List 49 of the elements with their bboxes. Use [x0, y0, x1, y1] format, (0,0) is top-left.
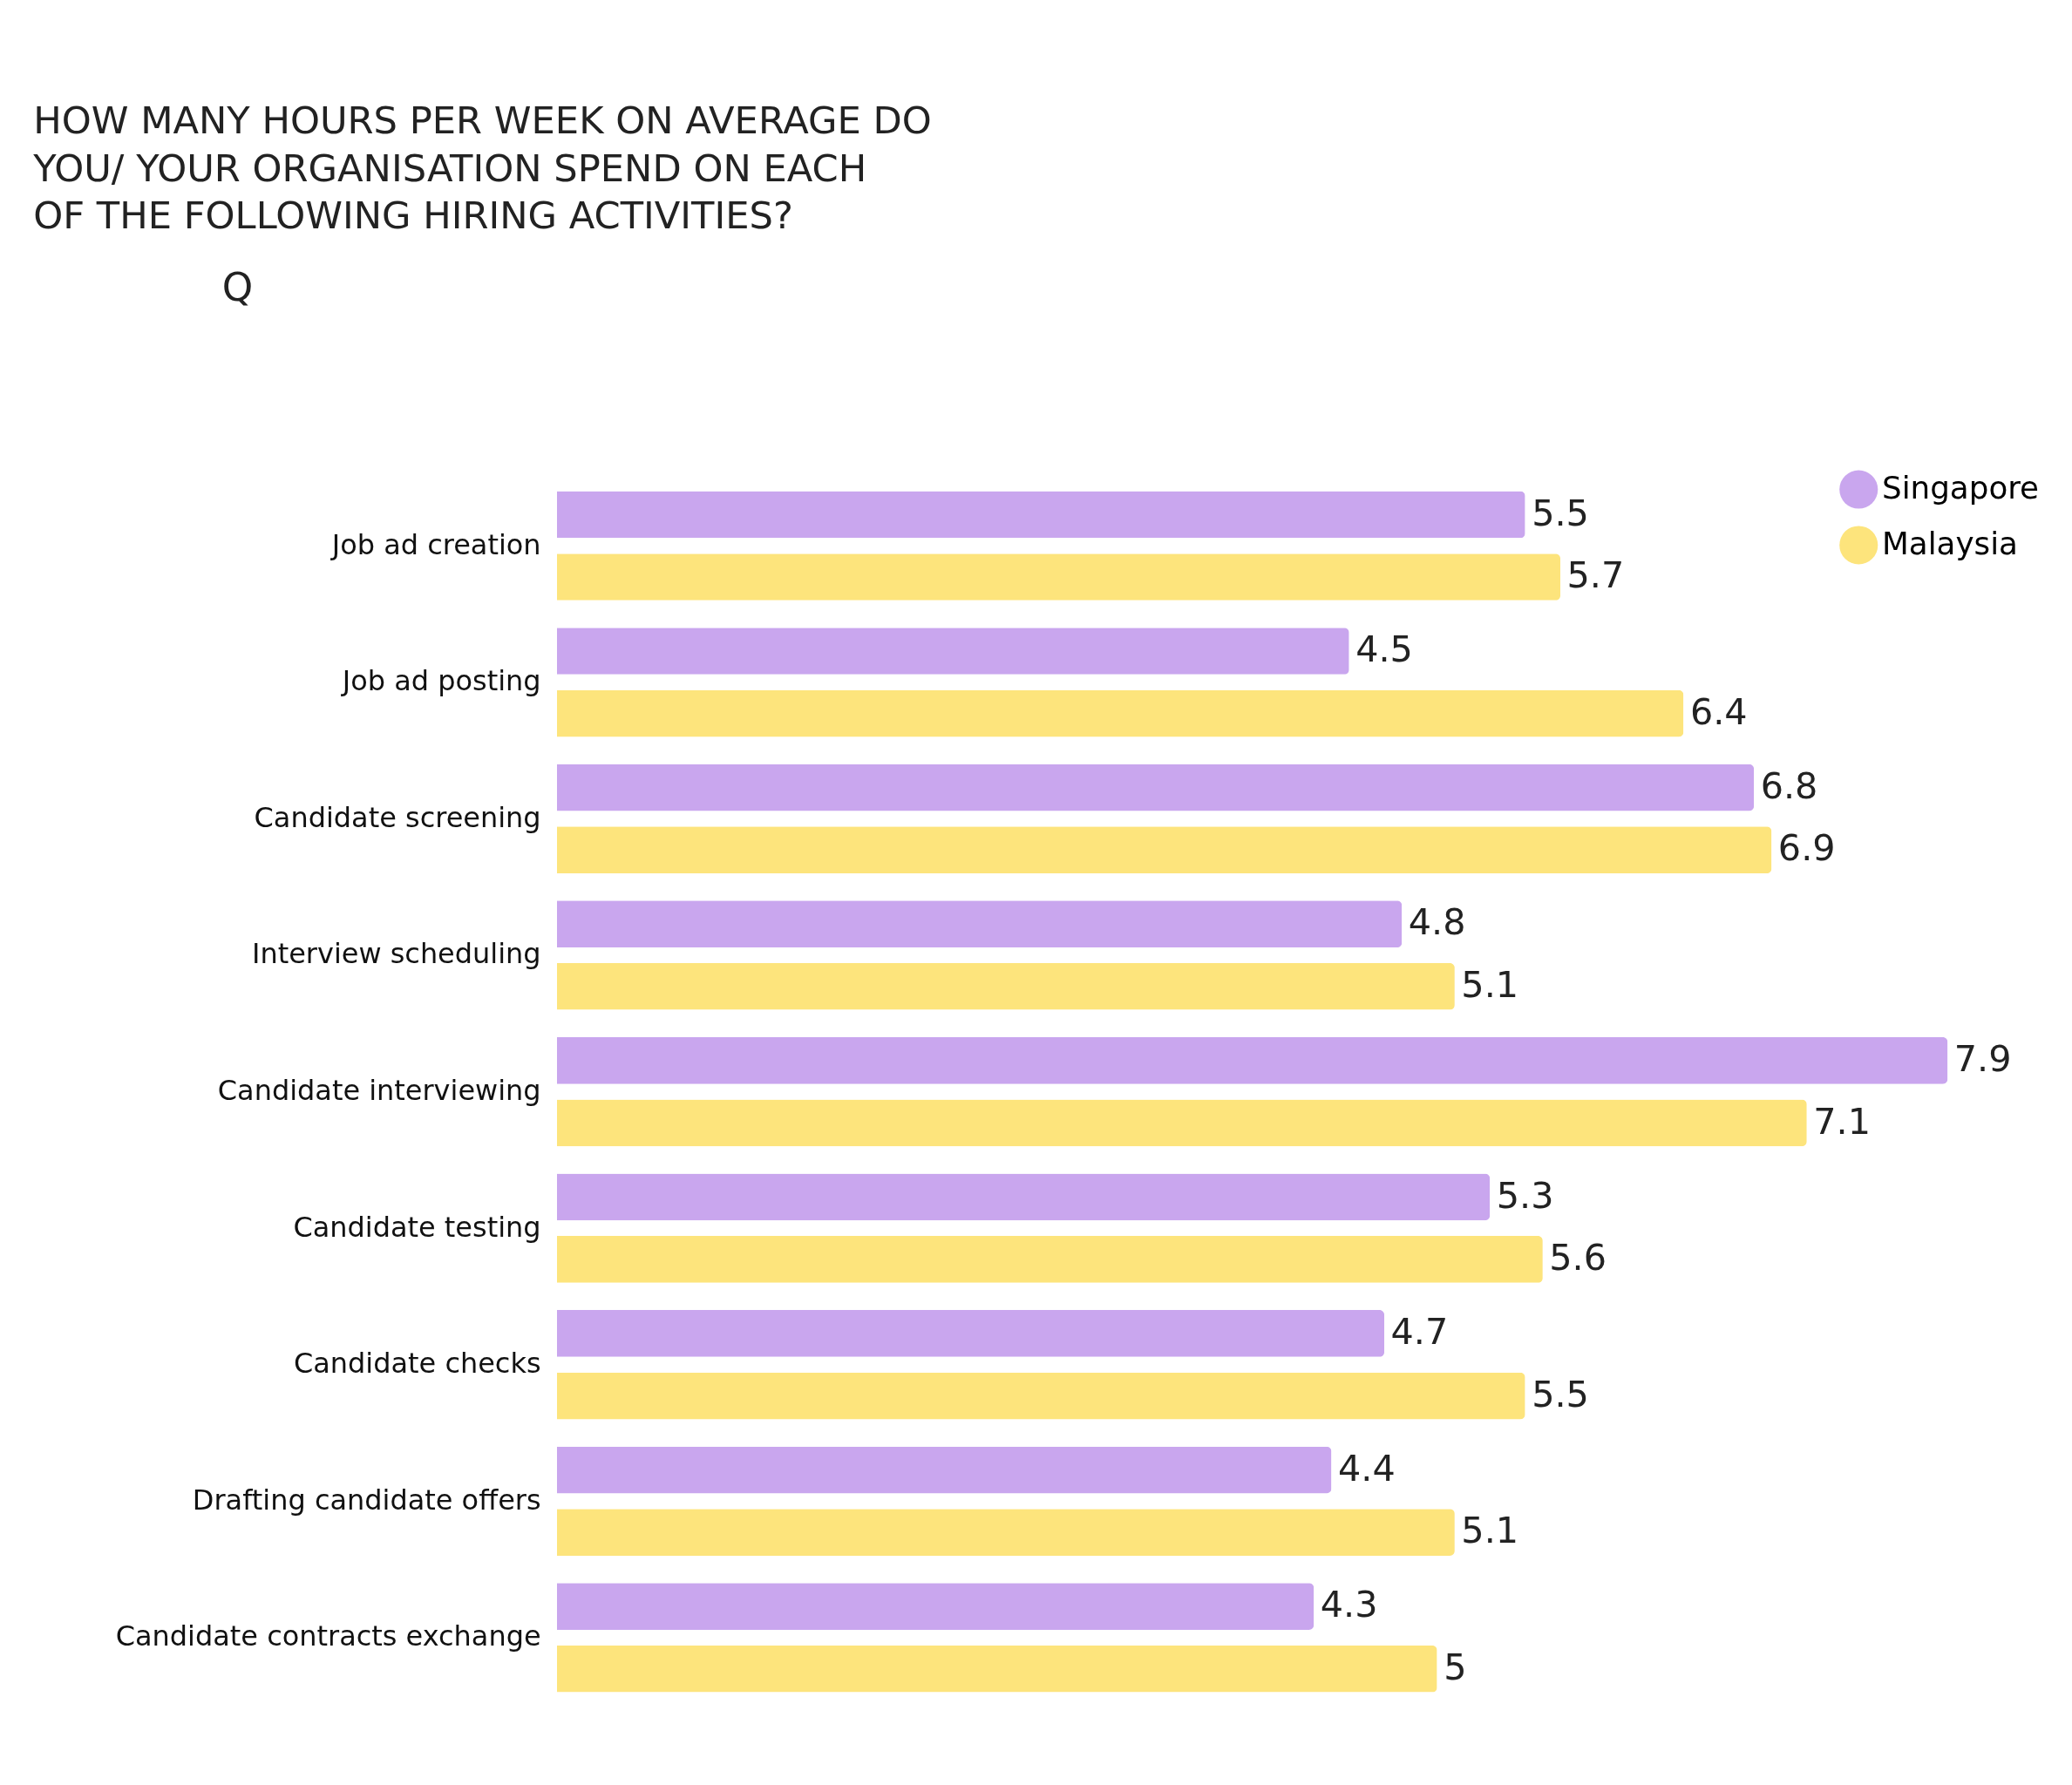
- data-label: 6.9: [1777, 827, 1836, 870]
- bar: [556, 1583, 1315, 1630]
- legend-label: Malaysia: [1882, 525, 2018, 561]
- bar: [556, 628, 1349, 675]
- data-label: 4.3: [1320, 1584, 1378, 1626]
- bar: [556, 1446, 1332, 1494]
- data-label: 5: [1444, 1646, 1467, 1688]
- bar: [556, 1236, 1543, 1283]
- bar: [556, 1372, 1525, 1420]
- bar: [556, 764, 1755, 811]
- bar: [556, 1310, 1385, 1357]
- data-label: 5.1: [1461, 1510, 1519, 1552]
- chart-title: HOW MANY HOURS PER WEEK ON AVERAGE DO YOU/ YOUR ORGANISATION SPEND ON EACH OF THE FOLLOWING HIRING ACTIVITIES?: [32, 98, 932, 238]
- text: Q: [221, 264, 254, 310]
- y-tick-label: Candidate interviewing: [217, 1073, 541, 1107]
- data-label: 4.8: [1408, 901, 1466, 944]
- y-tick-label: Drafting candidate offers: [192, 1483, 541, 1517]
- y-tick-label: Interview scheduling: [252, 937, 541, 971]
- data-label: 6.8: [1760, 764, 1818, 807]
- y-tick-label: Job ad creation: [329, 527, 541, 561]
- data-label: 6.4: [1689, 690, 1748, 733]
- bar: [556, 900, 1403, 948]
- data-label: 5.1: [1461, 963, 1519, 1006]
- y-tick-label: Candidate contracts exchange: [115, 1619, 541, 1653]
- bar: [556, 1509, 1455, 1556]
- data-label: 5.7: [1566, 554, 1625, 597]
- data-label: 5.5: [1532, 492, 1589, 534]
- bar: [556, 1645, 1437, 1693]
- data-label: 7.9: [1953, 1038, 2012, 1080]
- y-tick-label: Candidate screening: [254, 800, 541, 834]
- bar: [556, 826, 1772, 874]
- bar: [556, 962, 1455, 1010]
- bar: [556, 491, 1525, 539]
- bar: [556, 553, 1560, 601]
- data-label: 4.4: [1337, 1447, 1396, 1490]
- bar: [556, 689, 1684, 737]
- data-label: 5.3: [1496, 1174, 1554, 1217]
- legend-label: Singapore: [1882, 469, 2040, 506]
- bar: [556, 1036, 1948, 1084]
- y-tick-label: Candidate checks: [293, 1347, 541, 1381]
- data-label: 5.6: [1549, 1237, 1607, 1279]
- data-label: 4.5: [1355, 628, 1413, 671]
- bar: [556, 1173, 1491, 1221]
- data-label: 4.7: [1390, 1311, 1449, 1354]
- data-label: 7.1: [1813, 1100, 1871, 1143]
- data-label: 5.5: [1532, 1373, 1589, 1415]
- bar: [556, 1099, 1807, 1147]
- y-tick-label: Candidate testing: [293, 1210, 541, 1244]
- y-tick-label: Job ad posting: [340, 664, 541, 698]
